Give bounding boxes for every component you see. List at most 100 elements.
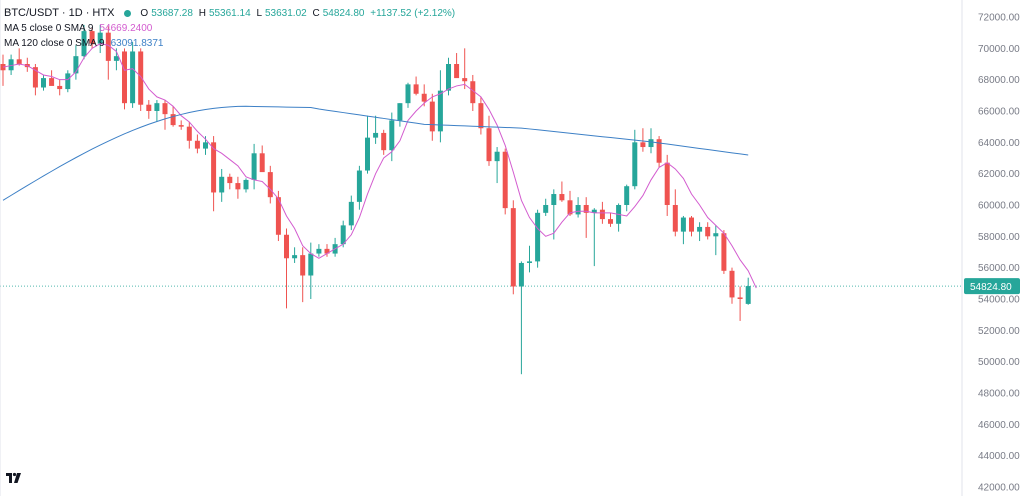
candle[interactable]	[81, 24, 87, 60]
candle-body	[535, 212, 541, 262]
candle[interactable]	[138, 48, 144, 111]
candle-body	[494, 151, 500, 162]
candle[interactable]	[470, 74, 476, 111]
candle[interactable]	[413, 76, 419, 96]
indicator-ma120-row[interactable]: MA 120 close 0 SMA 9 63091.8371	[4, 36, 458, 51]
candle[interactable]	[32, 64, 38, 96]
candle[interactable]	[284, 228, 289, 309]
candle[interactable]	[251, 143, 257, 190]
candle[interactable]	[65, 70, 71, 93]
candle[interactable]	[689, 215, 694, 237]
candle[interactable]	[721, 230, 727, 274]
candle[interactable]	[259, 145, 265, 173]
candle[interactable]	[365, 115, 370, 174]
candle[interactable]	[527, 245, 532, 273]
candle[interactable]	[73, 45, 79, 80]
candle[interactable]	[292, 247, 298, 263]
candle[interactable]	[567, 190, 573, 216]
candle[interactable]	[656, 136, 662, 168]
candle[interactable]	[389, 112, 395, 162]
candle-body	[73, 56, 79, 74]
tradingview-logo-icon[interactable]	[6, 472, 22, 488]
candle[interactable]	[591, 208, 597, 267]
candle[interactable]	[146, 100, 152, 119]
candle[interactable]	[664, 154, 670, 216]
candle[interactable]	[356, 165, 362, 210]
candle[interactable]	[575, 197, 581, 218]
candle[interactable]	[300, 247, 306, 303]
candle[interactable]	[373, 115, 379, 144]
candle[interactable]	[324, 244, 330, 257]
candle[interactable]	[518, 261, 524, 375]
candle[interactable]	[608, 212, 613, 227]
candle[interactable]	[219, 168, 225, 202]
candle[interactable]	[713, 225, 719, 256]
candle[interactable]	[583, 197, 589, 238]
candle[interactable]	[705, 222, 711, 240]
candle[interactable]	[405, 82, 411, 108]
candle[interactable]	[227, 173, 233, 190]
candle-body	[251, 153, 257, 180]
ma120-line[interactable]	[2, 105, 749, 201]
candle[interactable]	[729, 267, 735, 304]
candle[interactable]	[437, 70, 443, 143]
candle[interactable]	[154, 100, 160, 122]
candle[interactable]	[348, 195, 354, 231]
candle[interactable]	[559, 181, 565, 202]
candle[interactable]	[308, 242, 314, 299]
candle[interactable]	[510, 200, 516, 295]
candle[interactable]	[535, 209, 541, 268]
candle[interactable]	[454, 53, 460, 79]
candle[interactable]	[130, 42, 136, 108]
candle[interactable]	[57, 79, 63, 96]
candle[interactable]	[8, 54, 14, 75]
candle[interactable]	[429, 93, 435, 141]
candle[interactable]	[340, 220, 346, 248]
candle[interactable]	[316, 244, 322, 257]
candle[interactable]	[97, 24, 103, 54]
candle[interactable]	[267, 165, 273, 204]
candle[interactable]	[494, 147, 500, 184]
candle[interactable]	[680, 215, 686, 245]
candle[interactable]	[551, 189, 557, 240]
candle[interactable]	[122, 48, 127, 110]
candle[interactable]	[16, 48, 22, 66]
candle[interactable]	[502, 148, 508, 215]
candle[interactable]	[397, 103, 403, 127]
candle-body	[122, 51, 127, 104]
candle[interactable]	[0, 54, 6, 86]
candle[interactable]	[543, 198, 549, 216]
candle[interactable]	[745, 277, 751, 305]
ma5-line[interactable]	[2, 43, 757, 289]
candle[interactable]	[235, 176, 241, 199]
candle[interactable]	[381, 129, 387, 155]
candle[interactable]	[243, 178, 249, 193]
candle[interactable]	[478, 96, 484, 135]
candle[interactable]	[672, 189, 678, 237]
candle[interactable]	[105, 26, 111, 80]
symbol-label[interactable]: BTC/USDT · 1D · HTX	[4, 7, 115, 19]
candle[interactable]	[640, 128, 646, 152]
candle[interactable]	[178, 120, 184, 130]
low-value: 53631.02	[265, 8, 307, 19]
candle[interactable]	[697, 222, 703, 242]
candle-body	[316, 248, 322, 254]
candle[interactable]	[49, 70, 55, 86]
candle[interactable]	[186, 121, 192, 149]
candle[interactable]	[616, 203, 622, 232]
candle[interactable]	[624, 184, 630, 212]
candle[interactable]	[194, 134, 200, 154]
candle[interactable]	[41, 74, 46, 91]
candle[interactable]	[486, 115, 492, 166]
candle[interactable]	[211, 136, 217, 212]
candle[interactable]	[648, 128, 654, 154]
candle[interactable]	[462, 48, 468, 90]
candle[interactable]	[737, 286, 743, 321]
candle[interactable]	[632, 129, 638, 190]
indicator-ma5-row[interactable]: MA 5 close 0 SMA 9 54669.2400	[4, 21, 458, 36]
candle-body	[454, 64, 460, 79]
candle[interactable]	[89, 27, 95, 49]
candle[interactable]	[162, 100, 168, 130]
